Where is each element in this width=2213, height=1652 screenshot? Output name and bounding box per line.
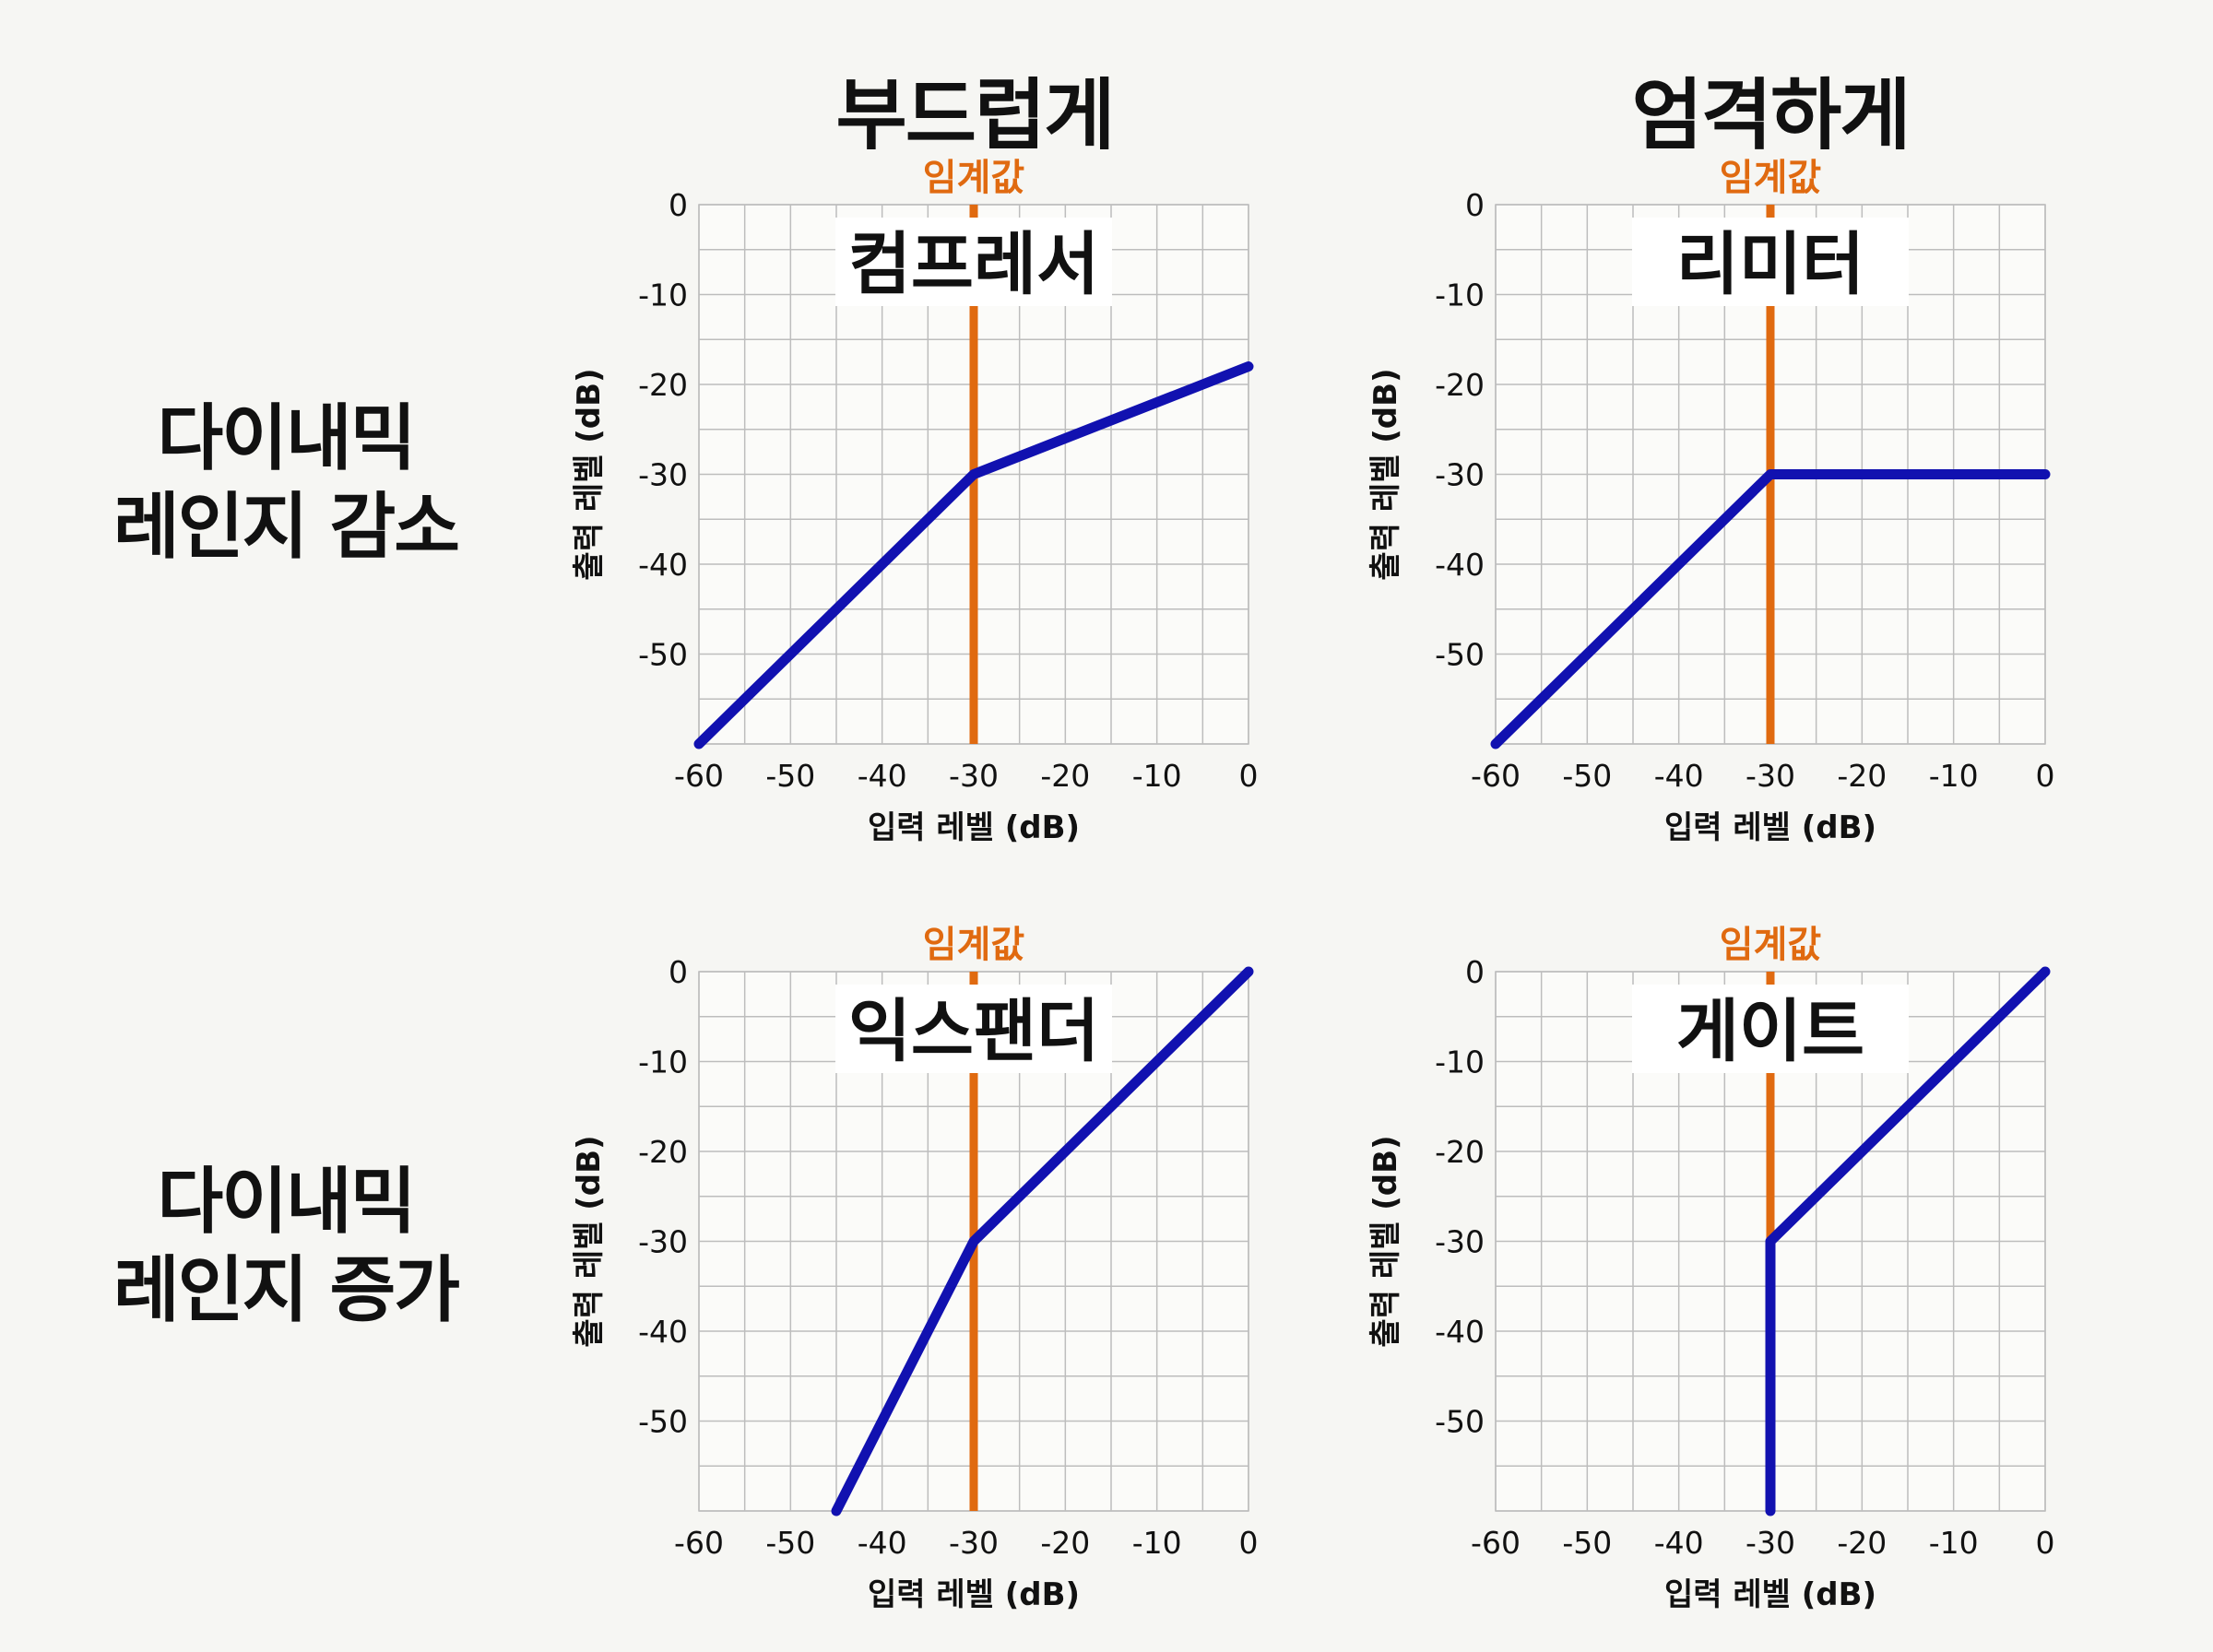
row-header-increase-line2: 레인지 증가 bbox=[113, 1249, 460, 1332]
x-tick-label: 0 bbox=[2036, 758, 2055, 794]
x-tick-label: -60 bbox=[1471, 758, 1521, 794]
y-axis-title: 출력 레벨 (dB) bbox=[1367, 1135, 1404, 1347]
chart-title-background bbox=[1632, 985, 1909, 1073]
y-tick-label: -10 bbox=[1435, 277, 1485, 313]
x-tick-label: 0 bbox=[1239, 758, 1259, 794]
y-tick-label: -20 bbox=[638, 367, 688, 403]
chart-title-background bbox=[835, 218, 1112, 306]
y-tick-label: -10 bbox=[638, 1044, 688, 1080]
x-tick-label: -30 bbox=[1746, 1525, 1795, 1561]
x-tick-label: -10 bbox=[1929, 758, 1979, 794]
x-tick-label: -10 bbox=[1929, 1525, 1979, 1561]
row-header-increase: 다이내믹 레인지 증가 bbox=[46, 1158, 526, 1335]
x-tick-label: -60 bbox=[1471, 1525, 1521, 1561]
row-header-increase-line1: 다이내믹 bbox=[157, 1161, 416, 1244]
x-tick-label: 0 bbox=[2036, 1525, 2055, 1561]
y-tick-label: -10 bbox=[638, 277, 688, 313]
transfer-curve bbox=[693, 361, 1254, 749]
y-tick-label: -50 bbox=[1435, 1404, 1485, 1440]
x-tick-label: -20 bbox=[1837, 758, 1887, 794]
x-tick-label: -50 bbox=[765, 758, 815, 794]
y-tick-label: -30 bbox=[638, 457, 688, 493]
y-tick-label: -50 bbox=[1435, 637, 1485, 673]
row-header-decrease-line1: 다이내믹 bbox=[157, 397, 416, 480]
threshold-label: 임계값 bbox=[923, 157, 1025, 199]
x-tick-label: -20 bbox=[1837, 1525, 1887, 1561]
chart-title: 컴프레서 bbox=[848, 225, 1099, 304]
threshold-label: 임계값 bbox=[923, 924, 1025, 966]
y-tick-label: 0 bbox=[669, 954, 688, 990]
row-header-decrease: 다이내믹 레인지 감소 bbox=[46, 395, 526, 572]
x-tick-label: -30 bbox=[1746, 758, 1795, 794]
y-tick-label: -20 bbox=[638, 1134, 688, 1170]
x-tick-label: -50 bbox=[765, 1525, 815, 1561]
y-tick-label: -30 bbox=[1435, 457, 1485, 493]
y-tick-label: -10 bbox=[1435, 1044, 1485, 1080]
x-axis-title: 입력 레벨 (dB) bbox=[1664, 809, 1876, 846]
x-tick-label: -10 bbox=[1132, 758, 1182, 794]
x-axis-title: 입력 레벨 (dB) bbox=[868, 809, 1080, 846]
y-tick-label: -40 bbox=[638, 547, 688, 583]
y-tick-label: 0 bbox=[669, 187, 688, 223]
threshold-label: 임계값 bbox=[1720, 157, 1822, 199]
chart-title: 게이트 bbox=[1676, 992, 1864, 1071]
x-tick-label: -20 bbox=[1040, 758, 1090, 794]
row-header-decrease-line2: 레인지 감소 bbox=[113, 486, 460, 569]
y-tick-label: -50 bbox=[638, 1404, 688, 1440]
transfer-curve bbox=[1490, 469, 2051, 749]
y-tick-label: -40 bbox=[1435, 547, 1485, 583]
x-tick-label: -50 bbox=[1562, 758, 1612, 794]
x-tick-label: -40 bbox=[858, 1525, 907, 1561]
y-tick-label: -20 bbox=[1435, 367, 1485, 403]
x-tick-label: -40 bbox=[858, 758, 907, 794]
transfer-curve bbox=[1765, 966, 2051, 1516]
y-tick-label: -40 bbox=[1435, 1314, 1485, 1350]
chart-title: 리미터 bbox=[1676, 225, 1864, 304]
x-tick-label: -40 bbox=[1654, 758, 1704, 794]
y-axis-title: 출력 레벨 (dB) bbox=[571, 1135, 608, 1347]
threshold-label: 임계값 bbox=[1720, 924, 1822, 966]
transfer-curve bbox=[831, 966, 1254, 1516]
chart-title-background bbox=[1632, 218, 1909, 306]
y-tick-label: -50 bbox=[638, 637, 688, 673]
x-tick-label: -60 bbox=[674, 1525, 724, 1561]
x-tick-label: -40 bbox=[1654, 1525, 1704, 1561]
x-tick-label: -10 bbox=[1132, 1525, 1182, 1561]
y-tick-label: -30 bbox=[638, 1224, 688, 1260]
chart-title: 익스팬더 bbox=[848, 992, 1099, 1071]
y-tick-label: 0 bbox=[1465, 187, 1485, 223]
x-tick-label: -30 bbox=[949, 1525, 999, 1561]
x-tick-label: -60 bbox=[674, 758, 724, 794]
x-axis-title: 입력 레벨 (dB) bbox=[868, 1576, 1080, 1613]
x-tick-label: -20 bbox=[1040, 1525, 1090, 1561]
y-tick-label: -30 bbox=[1435, 1224, 1485, 1260]
x-axis-title: 입력 레벨 (dB) bbox=[1664, 1576, 1876, 1613]
y-axis-title: 출력 레벨 (dB) bbox=[1367, 368, 1404, 580]
column-header-hard: 엄격하게 bbox=[1631, 70, 1911, 160]
chart-title-background bbox=[835, 985, 1112, 1073]
column-header-soft: 부드럽게 bbox=[835, 70, 1115, 160]
y-tick-label: 0 bbox=[1465, 954, 1485, 990]
y-axis-title: 출력 레벨 (dB) bbox=[571, 368, 608, 580]
x-tick-label: 0 bbox=[1239, 1525, 1259, 1561]
y-tick-label: -20 bbox=[1435, 1134, 1485, 1170]
x-tick-label: -30 bbox=[949, 758, 999, 794]
x-tick-label: -50 bbox=[1562, 1525, 1612, 1561]
y-tick-label: -40 bbox=[638, 1314, 688, 1350]
